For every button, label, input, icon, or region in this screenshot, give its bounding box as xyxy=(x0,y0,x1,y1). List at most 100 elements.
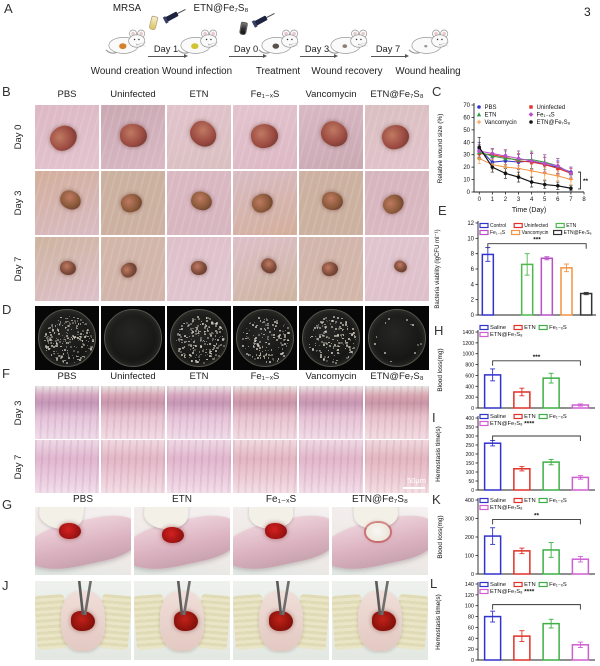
colony-dot xyxy=(73,320,76,322)
reagent-label-etn-fe7s8: ETN@Fe₇S₈ xyxy=(193,3,249,14)
wound xyxy=(248,122,280,150)
colony-dot xyxy=(59,356,62,359)
panel-label-b: B xyxy=(2,84,11,99)
colony-dot xyxy=(283,354,286,357)
colony-dot xyxy=(82,343,85,346)
colony-dot xyxy=(190,344,193,347)
chart-relative-wound-size: 0 10 20 30 40 50 60 70 Relative wound size (%) 0 1… xyxy=(437,103,589,214)
mouse-icon xyxy=(325,24,369,58)
arrow-day-label: Day 0 xyxy=(233,44,259,54)
colony-dot xyxy=(70,329,73,331)
colony-dot xyxy=(191,321,193,324)
colony-dot xyxy=(81,345,83,348)
colony-dot xyxy=(90,348,93,351)
colony-dot xyxy=(267,323,270,326)
colony-dot xyxy=(285,344,288,347)
colony-dot xyxy=(74,322,77,324)
colony-dot xyxy=(350,351,353,354)
colony-dot xyxy=(345,343,348,346)
colony-dot xyxy=(204,355,206,357)
colony-dot xyxy=(256,324,258,327)
petri-dish xyxy=(104,309,162,367)
agar-plate xyxy=(233,306,297,370)
y-tick-label: 60 xyxy=(463,115,470,121)
histology-image xyxy=(167,440,231,493)
colony-dot xyxy=(87,329,90,332)
wound xyxy=(174,611,198,631)
colony-dot xyxy=(64,327,67,329)
colony-dot xyxy=(195,359,197,362)
series-line xyxy=(478,146,572,189)
colony-dot xyxy=(216,331,219,334)
colony-dot xyxy=(265,317,267,319)
wound xyxy=(118,259,140,281)
y-tick-label: 60 xyxy=(468,625,474,631)
colony-dot xyxy=(242,331,245,334)
wound xyxy=(316,117,352,151)
colony-dot xyxy=(211,321,213,323)
colony-dot xyxy=(55,350,58,352)
colony-dot xyxy=(64,317,67,320)
marker-circle xyxy=(556,183,560,188)
colony-dot xyxy=(280,343,283,346)
wound-photo xyxy=(35,171,99,235)
colony-dot xyxy=(334,323,337,325)
colony-dot xyxy=(265,353,268,356)
colony-dot xyxy=(82,333,84,335)
wound-photo xyxy=(365,105,429,169)
colony-dot xyxy=(348,338,350,340)
colony-dot xyxy=(45,333,48,336)
colony-dot xyxy=(46,338,49,341)
step-caption: Treatment xyxy=(255,66,301,77)
colony-dot xyxy=(345,320,347,323)
colony-dot xyxy=(55,344,58,347)
colony-dot xyxy=(68,324,71,327)
colony-dot xyxy=(50,344,53,347)
x-tick-label: 3 xyxy=(517,197,521,203)
y-tick-label: 1200 xyxy=(462,341,474,347)
colony-dot xyxy=(196,316,199,319)
colony-dot xyxy=(178,349,181,352)
column-header: PBS xyxy=(72,494,93,505)
colony-dot xyxy=(58,324,61,326)
colony-dot xyxy=(341,323,344,326)
colony-dot xyxy=(91,345,93,348)
surgery-photo xyxy=(134,507,230,575)
colony-dot xyxy=(209,354,212,357)
colony-dot xyxy=(344,323,348,326)
colony-dot xyxy=(46,336,49,339)
colony-dot xyxy=(198,330,200,332)
colony-dot xyxy=(207,317,210,320)
colony-dot xyxy=(196,361,199,364)
colony-dot xyxy=(277,346,279,348)
wound-photo xyxy=(167,237,231,301)
histology-image xyxy=(233,440,297,493)
colony-dot xyxy=(76,328,78,330)
colony-dot xyxy=(216,347,219,350)
colony-dot xyxy=(335,327,338,330)
wound xyxy=(71,611,95,631)
colony-dot xyxy=(44,335,46,338)
significance-stars: **** xyxy=(524,589,535,596)
colony-dot xyxy=(263,354,265,357)
wound xyxy=(118,190,144,215)
colony-dot xyxy=(177,347,180,350)
y-tick-label: 140 xyxy=(465,582,474,588)
colony-dot xyxy=(88,340,90,342)
colony-dot xyxy=(325,317,327,319)
marker-diamond xyxy=(568,170,574,176)
colony-dot xyxy=(62,359,65,362)
y-axis-label: Blood loss(mg) xyxy=(437,515,444,558)
legend-label: ETN@Fe₇S₈ xyxy=(490,505,523,511)
legend-swatch xyxy=(538,413,548,420)
colony-dot xyxy=(254,342,257,345)
colony-dot xyxy=(54,357,56,359)
colony-dot xyxy=(51,327,54,330)
colony-dot xyxy=(412,324,415,327)
colony-dot xyxy=(345,342,347,344)
colony-dot xyxy=(68,357,70,359)
colony-dot xyxy=(258,334,260,336)
colony-dot xyxy=(287,332,290,335)
colony-dot xyxy=(90,348,93,351)
x-tick-label: 6 xyxy=(556,197,560,203)
